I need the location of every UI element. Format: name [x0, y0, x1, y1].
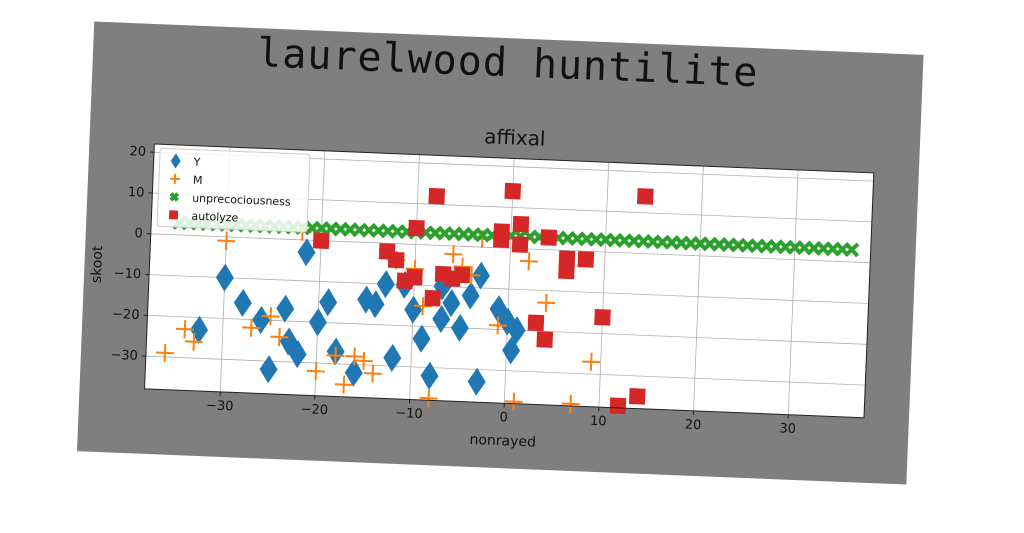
- point-square: [528, 315, 545, 332]
- point-square: [424, 290, 441, 307]
- x-tick-label: −30: [206, 398, 234, 414]
- point-square: [536, 331, 553, 348]
- point-square: [594, 309, 611, 326]
- x-tick-label: −20: [300, 402, 328, 418]
- y-tick-label: −10: [113, 266, 141, 282]
- x-tick-label: 10: [590, 414, 607, 430]
- point-square: [610, 397, 627, 414]
- legend-label: Y: [192, 156, 201, 169]
- legend-marker: [169, 210, 178, 219]
- point-square: [629, 388, 646, 405]
- x-axis-label: nonrayed: [469, 432, 536, 451]
- point-square: [313, 232, 330, 249]
- legend-label: autolyze: [191, 210, 239, 225]
- y-tick-label: 20: [129, 144, 146, 160]
- point-square: [559, 250, 576, 267]
- legend-label: M: [193, 174, 203, 187]
- point-square: [513, 216, 530, 233]
- y-tick-label: −20: [112, 307, 140, 323]
- x-tick-label: 30: [779, 421, 796, 437]
- point-square: [541, 229, 558, 246]
- point-square: [454, 267, 471, 284]
- point-square: [408, 220, 425, 237]
- point-square: [578, 251, 595, 268]
- point-square: [512, 236, 529, 253]
- x-tick-label: −10: [395, 406, 423, 422]
- point-square: [428, 188, 445, 205]
- chart-title: affixal: [484, 124, 546, 150]
- point-square: [637, 188, 654, 205]
- point-square: [388, 252, 405, 269]
- x-tick-label: 0: [499, 410, 508, 425]
- point-square: [504, 183, 521, 200]
- y-tick-label: −30: [110, 348, 138, 364]
- y-tick-label: 10: [128, 185, 145, 201]
- y-axis-label: skoot: [89, 245, 107, 284]
- legend-marker: [171, 193, 178, 200]
- point-square: [493, 223, 510, 240]
- y-tick-label: 0: [134, 226, 143, 241]
- x-tick-label: 20: [684, 418, 701, 434]
- point-square: [406, 269, 423, 286]
